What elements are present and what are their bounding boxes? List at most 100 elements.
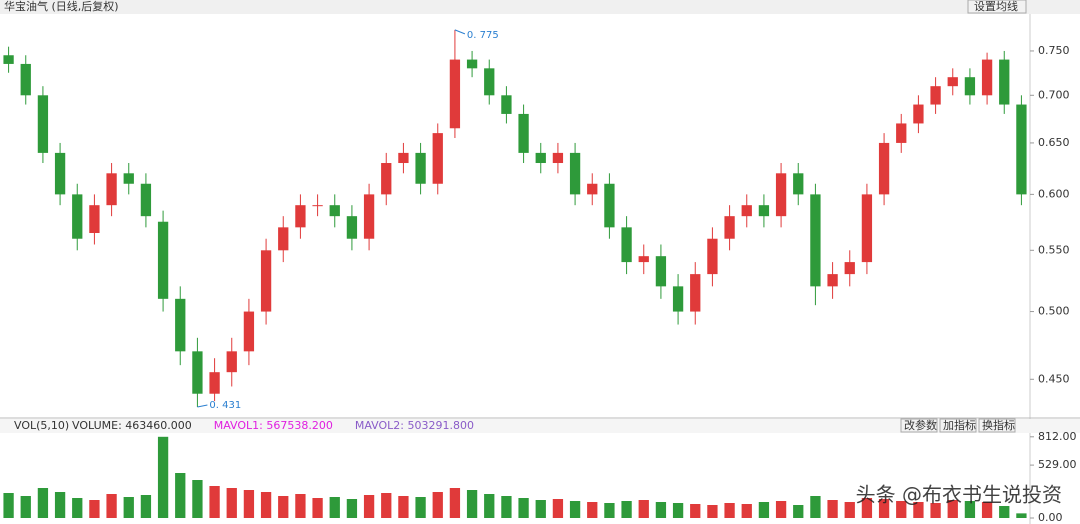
candle-body <box>20 63 31 96</box>
y-tick-label: 0.750 <box>1038 44 1070 57</box>
candle-body <box>312 205 323 207</box>
volume-bar <box>827 500 838 518</box>
candle-body <box>947 77 958 87</box>
candle-body <box>209 372 220 394</box>
candle-body <box>587 183 598 195</box>
candle-body <box>638 256 649 263</box>
candle-body <box>878 142 890 195</box>
y-tick-label: 812.00 <box>1038 430 1077 443</box>
volume-bar <box>363 495 375 518</box>
candle-body <box>552 152 564 164</box>
volume-bar <box>449 488 461 518</box>
candle-body <box>175 298 186 352</box>
volume-bar <box>690 504 701 518</box>
toolbar-button[interactable] <box>939 418 977 433</box>
volume-bar <box>157 436 169 518</box>
candle-body <box>484 68 495 96</box>
toolbar-label[interactable]: 换指标 <box>982 418 1015 432</box>
settings-button[interactable] <box>967 0 1027 14</box>
volume-bar <box>913 502 924 518</box>
candle-body <box>3 55 14 64</box>
volume-bar <box>175 473 186 518</box>
volume-bar <box>432 492 443 518</box>
candle-body <box>827 274 838 287</box>
candle-body <box>861 194 873 263</box>
volume-bar <box>999 506 1010 518</box>
vol-header <box>0 419 1080 433</box>
candle-body <box>930 86 941 105</box>
candle-body <box>690 274 701 312</box>
candle-body <box>981 59 993 96</box>
volume-bar <box>793 505 804 518</box>
candle-body <box>758 205 770 217</box>
candle-body <box>363 194 375 239</box>
volume-bar <box>758 502 770 518</box>
volume-bar <box>37 488 49 518</box>
vol-title: VOL(5,10) <box>14 419 69 432</box>
y-tick-label: 0.450 <box>1038 372 1070 385</box>
candle-body <box>518 113 529 153</box>
volume-bar <box>947 500 958 518</box>
volume-bar <box>3 493 14 518</box>
volume-bar <box>741 504 752 518</box>
annotation-pointer <box>197 404 208 408</box>
candle-body <box>192 351 203 394</box>
candle-body <box>569 152 581 195</box>
chart-title: 华宝油气 (日线,后复权) <box>4 0 119 13</box>
volume-bar <box>329 497 340 518</box>
indicator-label: MAVOL1: 567538.200 <box>214 419 333 432</box>
settings-button-label[interactable]: 设置均线 <box>974 0 1018 13</box>
toolbar-label[interactable]: 改参数 <box>904 418 937 432</box>
candle-body <box>1016 104 1027 195</box>
indicator-label: MAVOL2: 503291.800 <box>355 419 474 432</box>
volume-bar <box>655 502 667 518</box>
volume-bar <box>535 500 546 518</box>
volume-bar <box>312 498 323 518</box>
candle-body <box>295 205 306 228</box>
toolbar-button[interactable] <box>978 418 1016 433</box>
volume-bar <box>810 496 821 518</box>
volume-bar <box>398 496 409 518</box>
volume-bar <box>861 498 873 518</box>
volume-bar <box>295 494 306 518</box>
candle-body <box>810 194 821 287</box>
volume-bar <box>672 503 684 518</box>
candle-body <box>37 95 49 153</box>
annotation-label: 0. 775 <box>467 30 499 41</box>
y-tick-label: 0.700 <box>1038 88 1070 101</box>
annotation-label: 0. 431 <box>209 400 241 411</box>
candle-body <box>106 173 117 206</box>
y-tick-label: 529.00 <box>1038 458 1077 471</box>
volume-bar <box>707 505 718 518</box>
y-tick-label: 0.00 <box>1038 511 1063 524</box>
candle-body <box>621 227 632 263</box>
volume-bar <box>501 496 512 518</box>
volume-bar <box>278 496 289 518</box>
volume-bar <box>415 497 426 518</box>
candle-body <box>89 205 100 234</box>
candle-body <box>415 152 426 184</box>
candle-body <box>896 123 907 143</box>
candle-body <box>54 152 66 195</box>
candle-body <box>243 311 255 352</box>
candle-body <box>123 173 134 184</box>
annotation-pointer <box>454 29 466 35</box>
candle-body <box>398 152 409 164</box>
candle-body <box>964 77 976 96</box>
volume-bar <box>20 496 31 518</box>
toolbar-button[interactable] <box>900 418 938 433</box>
candle-body <box>157 221 169 299</box>
volume-bar <box>1016 513 1027 518</box>
volume-bar <box>192 480 203 518</box>
y-tick-label: 0.550 <box>1038 243 1070 256</box>
y-tick-label: 0.500 <box>1038 305 1070 318</box>
candle-body <box>260 250 272 312</box>
volume-bar <box>106 494 117 518</box>
volume-bar <box>260 492 272 518</box>
volume-bar <box>621 501 632 518</box>
candle-body <box>775 173 787 217</box>
candle-body <box>535 152 546 164</box>
toolbar-label[interactable]: 加指标 <box>943 418 976 432</box>
volume-bar <box>518 498 529 518</box>
